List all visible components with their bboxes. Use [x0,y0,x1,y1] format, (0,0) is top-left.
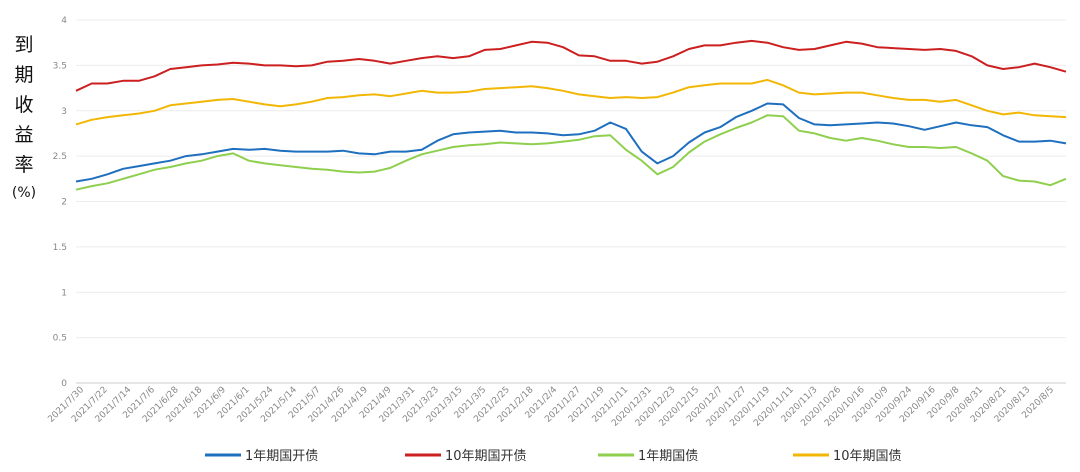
y-title-char: 到 [14,34,34,56]
y-tick-label: 3 [61,107,67,117]
y-title-char: 益 [14,124,34,146]
series-lines [75,39,1067,191]
y-title-unit: (%) [11,185,37,201]
y-title-char: 期 [14,64,34,86]
legend-label: 1年期国开债 [245,449,318,464]
legend-label: 1年期国债 [638,449,698,464]
series-line [75,102,1067,183]
grid-lines [76,19,1066,384]
y-tick-label: 4 [61,16,67,26]
legend-label: 10年期国债 [833,449,902,464]
y-title-char: 率 [14,154,34,176]
y-tick-label: 3.5 [53,61,67,71]
y-tick-labels: 0 0.5 1 1.5 2 2.5 3 3.5 4 [53,16,68,389]
y-tick-label: 2 [61,198,67,208]
y-title-char: 收 [14,94,34,116]
legend-label: 10年期国开债 [445,449,527,464]
y-tick-label: 1 [61,288,67,298]
x-tick-labels: 2021/7/302021/7/222021/7/142021/7/62021/… [46,385,1056,429]
series-line [75,78,1067,126]
y-tick-label: 0 [61,379,67,389]
y-axis-title: 到期收益率 (%) [6,30,42,204]
series-line [75,114,1067,191]
series-line [75,39,1067,92]
y-tick-label: 0.5 [53,334,67,344]
legend: 1年期国开债 10年期国开债 1年期国债 10年期国债 [205,449,902,464]
y-tick-label: 2.5 [53,152,67,162]
y-tick-label: 1.5 [53,243,67,253]
